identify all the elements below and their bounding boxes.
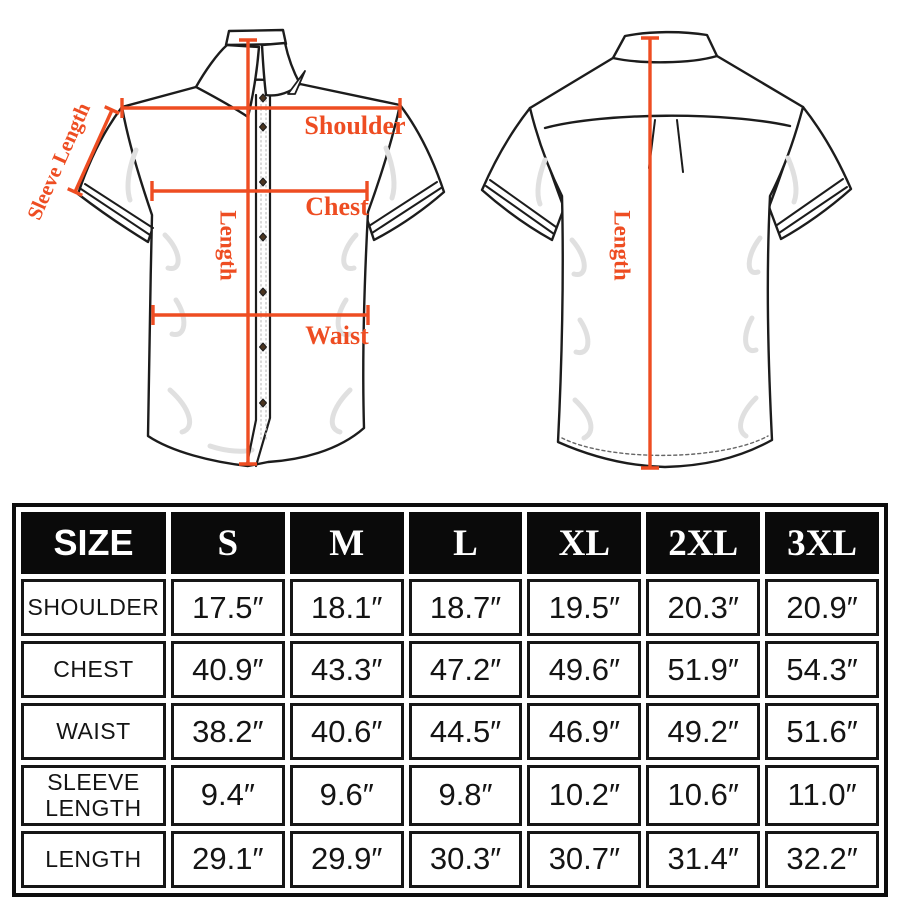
table-cell: 9.6″ — [289, 765, 404, 826]
back-cuff-bands — [485, 178, 848, 235]
front-length-line — [239, 38, 257, 466]
table-cell: 30.3″ — [408, 830, 523, 888]
table-cell: 43.3″ — [289, 641, 404, 698]
table-header-2xl: 2XL — [646, 512, 761, 574]
table-cell: 20.9″ — [765, 579, 879, 636]
size-chart-table: SIZE S M L XL 2XL 3XL SHOULDER 17.5″ 18.… — [12, 503, 888, 897]
chest-label: Chest — [305, 192, 369, 221]
table-cell: 9.8″ — [408, 765, 523, 826]
table-cell: 18.7″ — [408, 579, 523, 636]
table-cell: 44.5″ — [408, 703, 523, 760]
row-label: SHOULDER — [21, 579, 166, 636]
table-cell: 54.3″ — [765, 641, 879, 698]
table-cell: 32.2″ — [765, 830, 879, 888]
table-header-s: S — [170, 512, 285, 574]
table-cell: 46.9″ — [527, 703, 642, 760]
table-cell: 29.1″ — [170, 830, 285, 888]
table-header-l: L — [408, 512, 523, 574]
back-body — [528, 49, 805, 469]
table-cell: 17.5″ — [170, 579, 285, 636]
back-hem-stitch — [561, 435, 769, 457]
chest-line — [150, 181, 369, 201]
front-placket — [245, 93, 272, 468]
row-label: CHEST — [21, 641, 166, 698]
table-cell: 20.3″ — [646, 579, 761, 636]
back-shading — [535, 155, 799, 441]
waist-line — [151, 305, 370, 325]
table-cell: 11.0″ — [765, 765, 879, 826]
front-cuff-bands — [80, 181, 442, 236]
table-header-xl: XL — [527, 512, 642, 574]
table-row-waist: WAIST 38.2″ 40.6″ 44.5″ 46.9″ 49.2″ 51.6… — [21, 703, 879, 760]
shirt-measurement-diagram: Sleeve Length Shoulder Chest Waist Lengt… — [22, 28, 853, 470]
table-cell: 9.4″ — [170, 765, 285, 826]
row-label: WAIST — [21, 703, 166, 760]
table-cell: 47.2″ — [408, 641, 523, 698]
table-cell: 40.6″ — [289, 703, 404, 760]
front-shirt-drawing — [76, 28, 446, 468]
waist-label: Waist — [305, 321, 369, 350]
front-collar-right-leaf — [260, 41, 302, 97]
table-row-chest: CHEST 40.9″ 43.3″ 47.2″ 49.6″ 51.9″ 54.3… — [21, 641, 879, 698]
table-cell: 31.4″ — [646, 830, 761, 888]
table-cell: 10.6″ — [646, 765, 761, 826]
table-header-size: SIZE — [21, 512, 166, 574]
table-cell: 51.9″ — [646, 641, 761, 698]
table-cell: 29.9″ — [289, 830, 404, 888]
table-header-3xl: 3XL — [765, 512, 879, 574]
shirt-illustrations — [66, 28, 853, 470]
front-collar-left-leaf — [194, 43, 261, 119]
table-cell: 40.9″ — [170, 641, 285, 698]
back-length-label: Length — [609, 210, 635, 281]
table-cell: 49.2″ — [646, 703, 761, 760]
front-shading — [125, 145, 397, 454]
back-shirt-drawing — [480, 30, 853, 469]
table-row-length: LENGTH 29.1″ 29.9″ 30.3″ 30.7″ 31.4″ 32.… — [21, 830, 879, 888]
measurement-lines — [66, 36, 659, 470]
table-cell: 10.2″ — [527, 765, 642, 826]
table-cell: 49.6″ — [527, 641, 642, 698]
table-cell: 19.5″ — [527, 579, 642, 636]
shoulder-line — [120, 98, 402, 118]
table-cell: 38.2″ — [170, 703, 285, 760]
table-cell: 18.1″ — [289, 579, 404, 636]
front-length-label: Length — [215, 210, 241, 281]
front-collar-notch — [287, 70, 306, 95]
table-header-m: M — [289, 512, 404, 574]
back-length-line — [641, 36, 659, 470]
back-collar-band — [611, 30, 719, 64]
table-cell: 30.7″ — [527, 830, 642, 888]
sleeve-length-line — [66, 105, 121, 197]
table-cell: 51.6″ — [765, 703, 879, 760]
table-row-sleeve-length: SLEEVE LENGTH 9.4″ 9.6″ 9.8″ 10.2″ 10.6″… — [21, 765, 879, 826]
back-yoke-seam — [543, 114, 792, 130]
front-buttons — [259, 93, 267, 408]
row-label: LENGTH — [21, 830, 166, 888]
shoulder-label: Shoulder — [304, 111, 406, 140]
table-header-row: SIZE S M L XL 2XL 3XL — [21, 512, 879, 574]
row-label: SLEEVE LENGTH — [21, 765, 166, 826]
table-row-shoulder: SHOULDER 17.5″ 18.1″ 18.7″ 19.5″ 20.3″ 2… — [21, 579, 879, 636]
